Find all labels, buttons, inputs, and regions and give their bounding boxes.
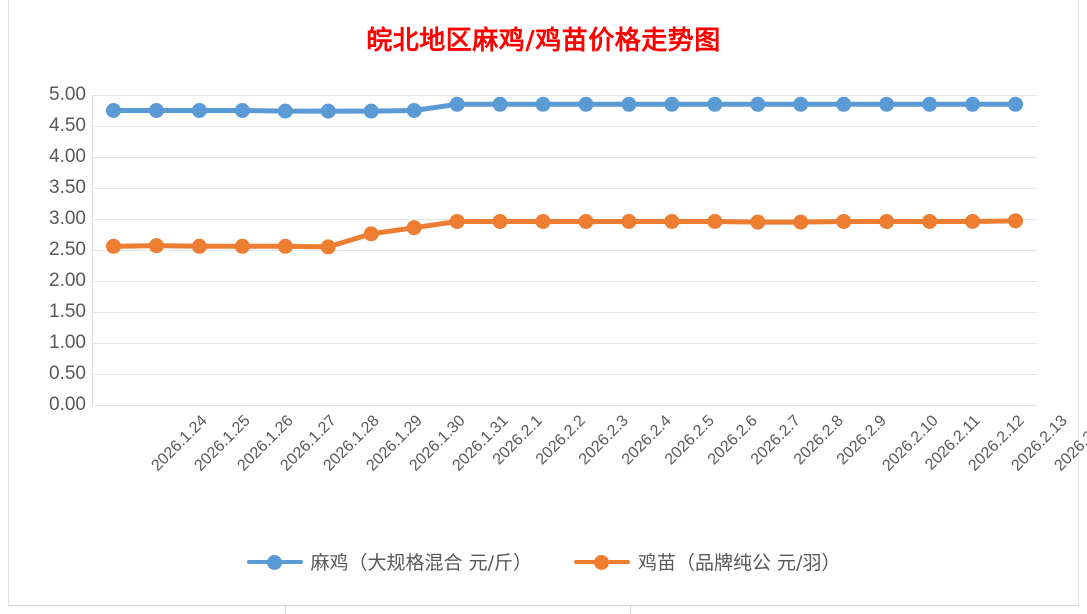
data-point[interactable]: [535, 213, 551, 229]
data-point[interactable]: [578, 96, 594, 112]
gridline: [92, 343, 1037, 344]
data-point[interactable]: [707, 213, 723, 229]
legend-entry-0[interactable]: 麻鸡（大规格混合 元/斤）: [246, 548, 532, 575]
plot-area: [92, 95, 1037, 406]
y-tick-label: 4.50: [49, 115, 86, 136]
y-tick-label: 3.00: [49, 208, 86, 229]
sheet-border-right: [1078, 0, 1079, 606]
y-tick-label: 2.00: [49, 270, 86, 291]
gridline: [92, 95, 1037, 96]
data-point[interactable]: [836, 213, 852, 229]
data-point[interactable]: [750, 96, 766, 112]
data-point[interactable]: [621, 96, 637, 112]
data-point[interactable]: [363, 226, 379, 242]
data-point[interactable]: [965, 213, 981, 229]
data-point[interactable]: [234, 103, 250, 118]
data-point[interactable]: [621, 213, 637, 229]
legend-marker-icon: [574, 553, 630, 571]
y-tick-label: 0.00: [49, 394, 86, 415]
data-point[interactable]: [664, 213, 680, 229]
x-axis-labels: 2026.1.24 2026.1.25 2026.1.26 2026.1.27 2026…: [92, 408, 1087, 528]
data-point[interactable]: [578, 213, 594, 229]
legend-marker-icon: [246, 553, 303, 571]
y-tick-label: 4.00: [49, 146, 86, 167]
data-point[interactable]: [750, 214, 766, 230]
y-axis-labels: 0.00 0.50 1.00 1.50 2.00 2.50 3.00 3.50 4.00 4.50…: [8, 0, 86, 614]
gridline: [92, 188, 1037, 189]
data-point[interactable]: [922, 213, 938, 229]
gridline: [92, 405, 1037, 406]
y-tick-label: 0.50: [49, 363, 86, 384]
data-point[interactable]: [879, 213, 895, 229]
sheet-border-left: [8, 0, 9, 606]
data-point[interactable]: [406, 103, 422, 118]
chart-legend: 麻鸡（大规格混合 元/斤） 鸡苗（品牌纯公 元/羽）: [0, 548, 1087, 575]
data-point[interactable]: [535, 96, 551, 112]
legend-label: 鸡苗（品牌纯公 元/羽）: [638, 552, 841, 574]
data-point[interactable]: [1008, 213, 1024, 229]
legend-entry-1[interactable]: 鸡苗（品牌纯公 元/羽）: [574, 548, 840, 575]
data-point[interactable]: [793, 96, 809, 112]
data-point[interactable]: [191, 103, 207, 118]
gridline: [92, 374, 1037, 375]
data-point[interactable]: [191, 238, 207, 254]
series-plot: [105, 96, 1024, 255]
y-tick-label: 3.50: [49, 177, 86, 198]
data-point[interactable]: [449, 96, 465, 112]
series-line-1: [110, 218, 1019, 250]
data-point[interactable]: [449, 213, 465, 229]
data-point[interactable]: [492, 96, 508, 112]
data-point[interactable]: [320, 103, 336, 119]
data-point[interactable]: [707, 96, 723, 112]
sheet-border-bottom: [8, 605, 1079, 606]
data-point[interactable]: [234, 238, 250, 254]
data-point[interactable]: [406, 220, 422, 236]
gridline: [92, 281, 1037, 282]
data-point[interactable]: [664, 96, 680, 112]
data-point[interactable]: [922, 96, 938, 112]
data-point[interactable]: [793, 214, 809, 230]
data-point[interactable]: [277, 103, 293, 119]
sheet-column-tick: [630, 606, 631, 614]
data-point[interactable]: [836, 96, 852, 112]
gridline: [92, 312, 1037, 313]
data-point[interactable]: [148, 238, 164, 254]
data-point[interactable]: [105, 103, 121, 118]
legend-label: 麻鸡（大规格混合 元/斤）: [310, 552, 532, 574]
gridline: [92, 250, 1037, 251]
chart-title: 皖北地区麻鸡/鸡苗价格走势图: [366, 26, 721, 56]
series-line-0: [110, 101, 1019, 114]
data-point[interactable]: [965, 96, 981, 112]
data-point[interactable]: [320, 239, 336, 255]
gridline: [92, 126, 1037, 127]
gridline: [92, 157, 1037, 158]
y-tick-label: 5.00: [49, 84, 86, 105]
data-point[interactable]: [1008, 96, 1024, 112]
data-point[interactable]: [148, 103, 164, 118]
y-tick-label: 1.00: [49, 332, 86, 353]
data-point[interactable]: [363, 103, 379, 119]
y-tick-label: 2.50: [49, 239, 86, 260]
sheet-column-tick: [285, 606, 286, 614]
data-point[interactable]: [105, 238, 121, 254]
data-point[interactable]: [277, 238, 293, 254]
y-tick-label: 1.50: [49, 301, 86, 322]
data-point[interactable]: [492, 213, 508, 229]
data-point[interactable]: [879, 96, 895, 112]
